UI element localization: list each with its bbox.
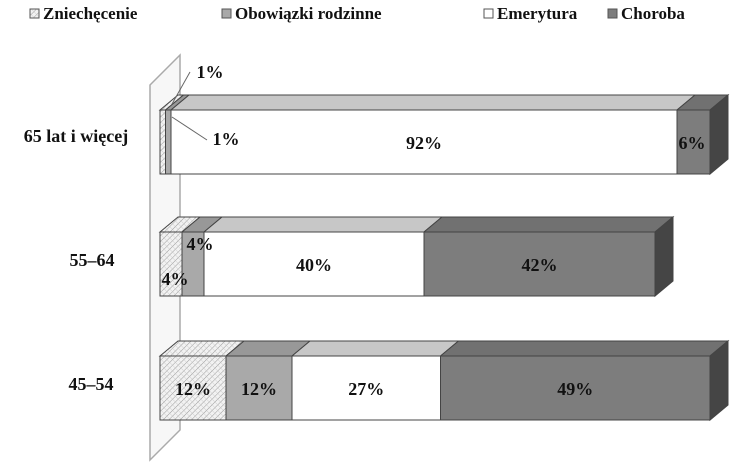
data-label: 92%: [406, 133, 442, 153]
category-label: 65 lat i więcej: [24, 126, 128, 146]
data-label: 42%: [522, 255, 558, 275]
data-label: 4%: [162, 269, 189, 289]
bar-segment: [159, 355, 227, 421]
legend-item: Choroba: [607, 4, 685, 23]
legend-swatch: [483, 8, 494, 19]
data-label: 27%: [348, 379, 384, 399]
legend-label: Emerytura: [497, 4, 578, 23]
bar-segment: [165, 109, 172, 175]
legend-label: Obowiązki rodzinne: [235, 4, 382, 23]
legend-item: Obowiązki rodzinne: [221, 4, 382, 23]
data-label: 6%: [679, 133, 706, 153]
bar-row: 4% 4% 40% 42%: [158, 215, 675, 298]
legend-label: Choroba: [621, 4, 685, 23]
data-label: 12%: [241, 379, 277, 399]
bar-segment: [170, 109, 678, 175]
legend-item: Zniechęcenie: [29, 4, 138, 23]
data-label: 40%: [296, 255, 332, 275]
bar-row: 12% 12% 27% 49%: [158, 339, 730, 422]
leader-lines: [171, 71, 208, 141]
category-label: 55–64: [70, 250, 115, 270]
bar-segment: [159, 109, 166, 175]
bar-top-face: [202, 216, 444, 233]
bar-top-face: [169, 94, 697, 111]
bar-top-face: [439, 340, 730, 357]
bar-row: 1% 1% 92% 6%: [158, 62, 730, 176]
bar-segment: [291, 355, 441, 421]
leader-line: [171, 71, 191, 105]
legend-swatch: [607, 8, 618, 19]
leader-line: [171, 116, 208, 141]
data-label: 1%: [213, 129, 240, 149]
bar-segment: [225, 355, 293, 421]
legend-item: Emerytura: [483, 4, 578, 23]
data-label: 1%: [197, 62, 224, 82]
legend-swatch: [221, 8, 232, 19]
bar-side-face: [709, 339, 729, 422]
bars: 1% 1% 92% 6% 4% 4% 40% 42% 12% 12% 27% 49%: [158, 62, 730, 422]
legend-label: Zniechęcenie: [43, 4, 138, 23]
bar-side-face: [709, 93, 729, 176]
category-label: 45–54: [69, 374, 114, 394]
data-label: 12%: [175, 379, 211, 399]
legend: Zniechęcenie Obowiązki rodzinne Emerytura C…: [29, 4, 685, 23]
legend-swatch: [29, 8, 40, 19]
bar-top-face: [422, 216, 675, 233]
category-labels: 65 lat i więcej 55–64 45–54: [24, 126, 128, 394]
bar-top-face: [290, 340, 460, 357]
bar-side-face: [654, 215, 674, 298]
bar-segment: [440, 355, 711, 421]
data-label: 49%: [557, 379, 593, 399]
data-label: 4%: [187, 234, 214, 254]
